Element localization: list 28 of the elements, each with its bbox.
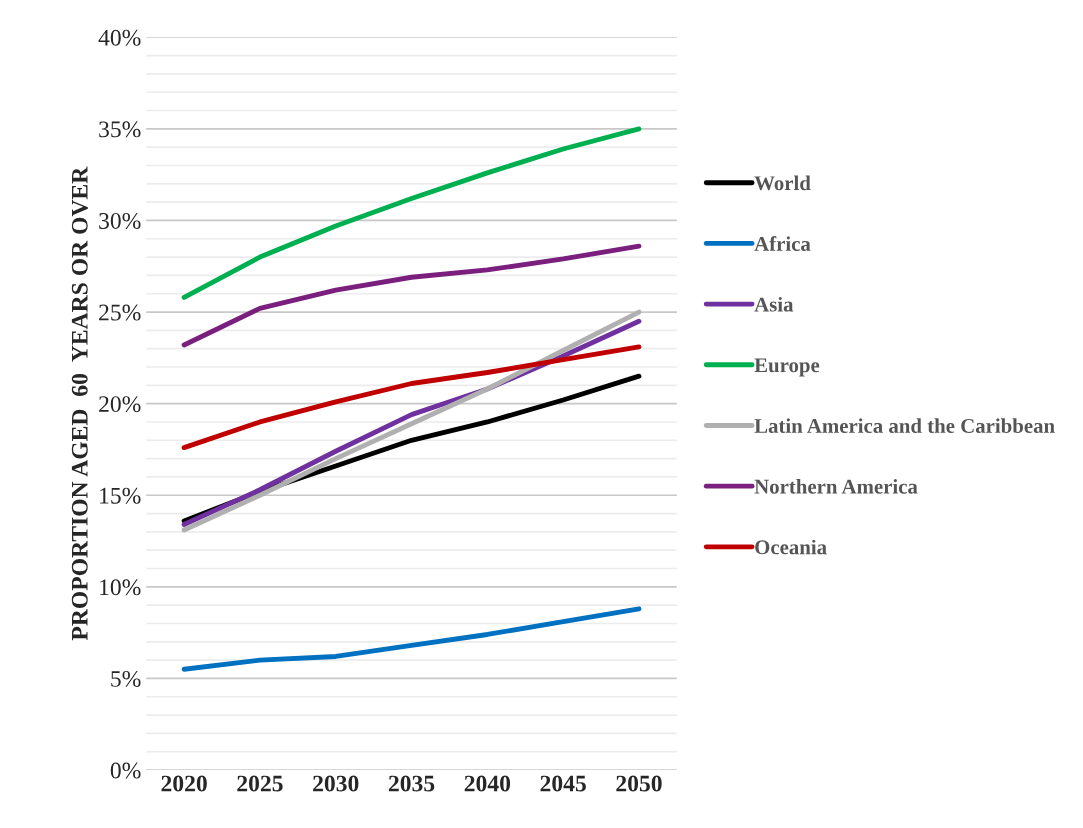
x-tick-label: 2040 — [464, 775, 511, 792]
y-tick-label: 20% — [99, 396, 141, 413]
legend-label: Northern America — [754, 479, 918, 494]
line-series — [181, 606, 642, 672]
legend-label: Europe — [754, 358, 820, 377]
legend-label: Asia — [754, 296, 794, 312]
line-series — [181, 126, 642, 300]
line-series — [181, 243, 642, 348]
x-tick-label: 2035 — [388, 775, 435, 792]
y-tick-label: 0% — [110, 762, 141, 779]
x-tick-label: 2050 — [616, 775, 662, 792]
y-tick-label: 5% — [111, 670, 141, 687]
y-tick-label: 15% — [100, 487, 141, 504]
legend-label: Africa — [754, 236, 811, 251]
x-tick-label: 2020 — [161, 775, 207, 792]
x-tick-label: 2025 — [237, 775, 283, 792]
line-series — [181, 344, 642, 451]
y-axis-title: PROPORTION AGED 60 YEARS OR OVER — [71, 166, 88, 641]
y-tick-label: 30% — [99, 212, 141, 229]
x-tick-label: 2045 — [540, 775, 586, 792]
x-tick-label: 2030 — [313, 775, 359, 792]
legend-label: World — [754, 175, 811, 191]
y-tick-label: 10% — [100, 579, 141, 596]
y-tick-label: 35% — [99, 121, 141, 138]
y-tick-label: 25% — [99, 304, 141, 321]
legend-label: Latin America and the Caribbean — [754, 418, 1055, 433]
legend-label: Oceania — [755, 539, 827, 555]
y-tick-label: 40% — [98, 29, 141, 46]
